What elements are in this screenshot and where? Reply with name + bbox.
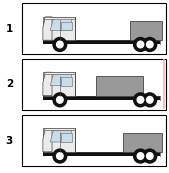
Bar bbox=[130, 21, 162, 40]
Polygon shape bbox=[50, 75, 72, 86]
Circle shape bbox=[134, 149, 147, 163]
Text: 1: 1 bbox=[6, 24, 13, 34]
Bar bbox=[43, 128, 76, 152]
Circle shape bbox=[143, 93, 157, 107]
Polygon shape bbox=[43, 72, 52, 95]
Polygon shape bbox=[50, 19, 72, 30]
Circle shape bbox=[147, 41, 153, 48]
Bar bbox=[43, 95, 160, 100]
Bar bbox=[22, 115, 166, 166]
Bar bbox=[22, 3, 166, 54]
Circle shape bbox=[57, 153, 63, 159]
Polygon shape bbox=[43, 128, 52, 152]
Bar bbox=[61, 133, 72, 142]
Circle shape bbox=[53, 93, 67, 107]
Circle shape bbox=[57, 97, 63, 103]
Polygon shape bbox=[44, 128, 76, 130]
Bar bbox=[96, 76, 143, 95]
Polygon shape bbox=[50, 131, 72, 142]
Circle shape bbox=[134, 93, 147, 107]
Bar bbox=[43, 40, 160, 44]
Circle shape bbox=[147, 153, 153, 159]
Bar bbox=[123, 133, 162, 152]
Circle shape bbox=[143, 38, 157, 51]
Polygon shape bbox=[44, 17, 76, 19]
Circle shape bbox=[53, 149, 67, 163]
Circle shape bbox=[134, 38, 147, 51]
Circle shape bbox=[137, 41, 144, 48]
Circle shape bbox=[137, 97, 144, 103]
Bar bbox=[61, 77, 72, 86]
Bar bbox=[43, 72, 76, 95]
Circle shape bbox=[143, 149, 157, 163]
Circle shape bbox=[147, 97, 153, 103]
Text: 2: 2 bbox=[6, 79, 13, 89]
Circle shape bbox=[57, 41, 63, 48]
Bar bbox=[61, 21, 72, 30]
Bar bbox=[43, 152, 160, 156]
Circle shape bbox=[53, 38, 67, 51]
Polygon shape bbox=[44, 72, 76, 74]
Text: 3: 3 bbox=[6, 136, 13, 146]
Bar bbox=[43, 17, 76, 40]
Bar bbox=[22, 59, 166, 110]
Circle shape bbox=[137, 153, 144, 159]
Polygon shape bbox=[43, 17, 52, 40]
